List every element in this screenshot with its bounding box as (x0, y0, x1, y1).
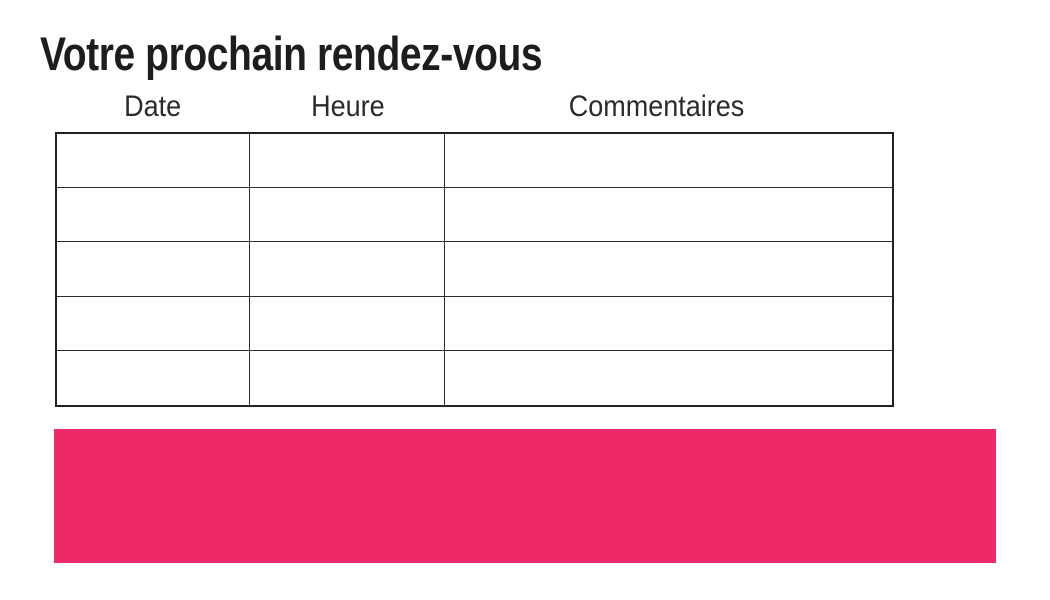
table-row (57, 350, 892, 405)
table-cell (57, 188, 250, 242)
table-cell (445, 242, 892, 295)
table-cell (57, 242, 250, 296)
table-row (57, 134, 892, 189)
column-header-label: Heure (310, 90, 385, 123)
column-header-date: Date (55, 92, 250, 122)
table-cell (250, 134, 445, 188)
table-cell (57, 134, 250, 188)
table-cell (445, 297, 892, 350)
table-row (57, 296, 892, 351)
table-cell (250, 242, 445, 296)
table-row (57, 188, 892, 243)
appointment-table (55, 132, 894, 407)
column-header-label: Commentaires (568, 90, 745, 123)
table-cell (445, 188, 892, 241)
column-header-label: Date (123, 90, 182, 123)
table-cell (250, 350, 445, 405)
table-row (57, 242, 892, 297)
table-header-row: Date Heure Commentaires (55, 92, 894, 122)
table-cell (445, 134, 892, 187)
accent-banner (54, 429, 996, 563)
column-header-commentaires: Commentaires (445, 92, 894, 122)
column-header-heure: Heure (250, 92, 445, 122)
table-cell (250, 296, 445, 350)
table-cell (57, 296, 250, 350)
page-title: Votre prochain rendez-vous (40, 27, 543, 80)
table-cell (250, 188, 445, 242)
table-cell (445, 351, 892, 405)
table-cell (57, 350, 250, 405)
